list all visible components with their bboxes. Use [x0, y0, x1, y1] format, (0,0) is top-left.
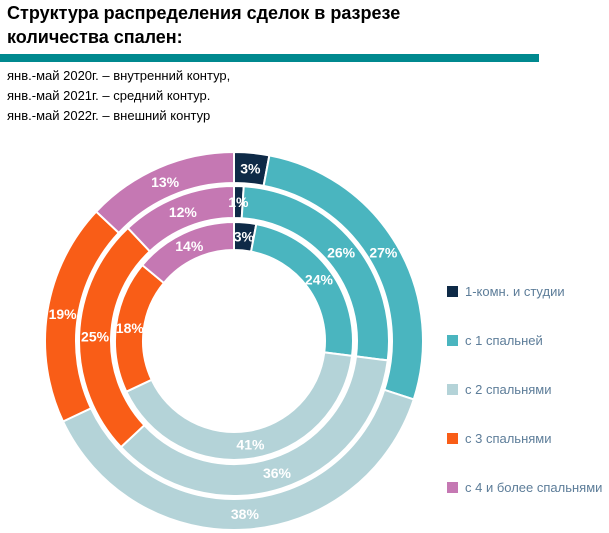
divider-bar: [0, 54, 539, 62]
contour-note-2020: янв.-май 2020г. – внутренний контур,: [7, 68, 231, 83]
donut-slice: [94, 150, 235, 235]
legend-item-3-bedrooms: с 3 спальнями: [447, 431, 602, 446]
legend-item-studio: 1-комн. и студии: [447, 284, 602, 299]
legend-item-1-bedroom: с 1 спальней: [447, 333, 602, 348]
legend-item-label: с 3 спальнями: [465, 431, 552, 446]
slice-label: 41%: [236, 437, 265, 453]
legend-item-4plus-bedrooms: с 4 и более спальнями: [447, 480, 602, 495]
slice-label: 13%: [151, 174, 180, 190]
legend-item-label: 1-комн. и студии: [465, 284, 565, 299]
legend-swatch-icon: [447, 335, 458, 346]
slice-label: 26%: [327, 244, 356, 260]
legend-item-label: с 2 спальнями: [465, 382, 552, 397]
slice-label: 19%: [49, 306, 78, 322]
legend-swatch-icon: [447, 384, 458, 395]
slice-label: 24%: [305, 271, 334, 287]
legend-item-label: с 4 и более спальнями: [465, 480, 603, 495]
legend-swatch-icon: [447, 482, 458, 493]
legend-item-label: с 1 спальней: [465, 333, 543, 348]
contour-note-2021: янв.-май 2021г. – средний контур.: [7, 88, 211, 103]
slice-label: 27%: [369, 245, 398, 261]
chart-legend: 1-комн. и студии с 1 спальней с 2 спальн…: [447, 284, 602, 495]
slice-label: 1%: [228, 194, 249, 210]
slice-label: 36%: [263, 465, 292, 481]
page-title: Структура распределения сделок в разрезе…: [7, 3, 401, 47]
slice-label: 38%: [231, 506, 260, 522]
slice-label: 3%: [240, 160, 261, 176]
donut-slice: [126, 184, 235, 253]
slice-label: 25%: [81, 329, 110, 345]
contour-note-2022: янв.-май 2022г. – внешний контур: [7, 108, 211, 123]
slice-label: 18%: [116, 320, 145, 336]
legend-swatch-icon: [447, 286, 458, 297]
contour-notes: янв.-май 2020г. – внутренний контур, янв…: [7, 66, 230, 126]
slice-label: 12%: [169, 204, 198, 220]
legend-item-2-bedrooms: с 2 спальнями: [447, 382, 602, 397]
donut-slice: [140, 220, 235, 285]
slice-label: 14%: [175, 238, 204, 254]
legend-swatch-icon: [447, 433, 458, 444]
slice-label: 3%: [234, 228, 255, 244]
